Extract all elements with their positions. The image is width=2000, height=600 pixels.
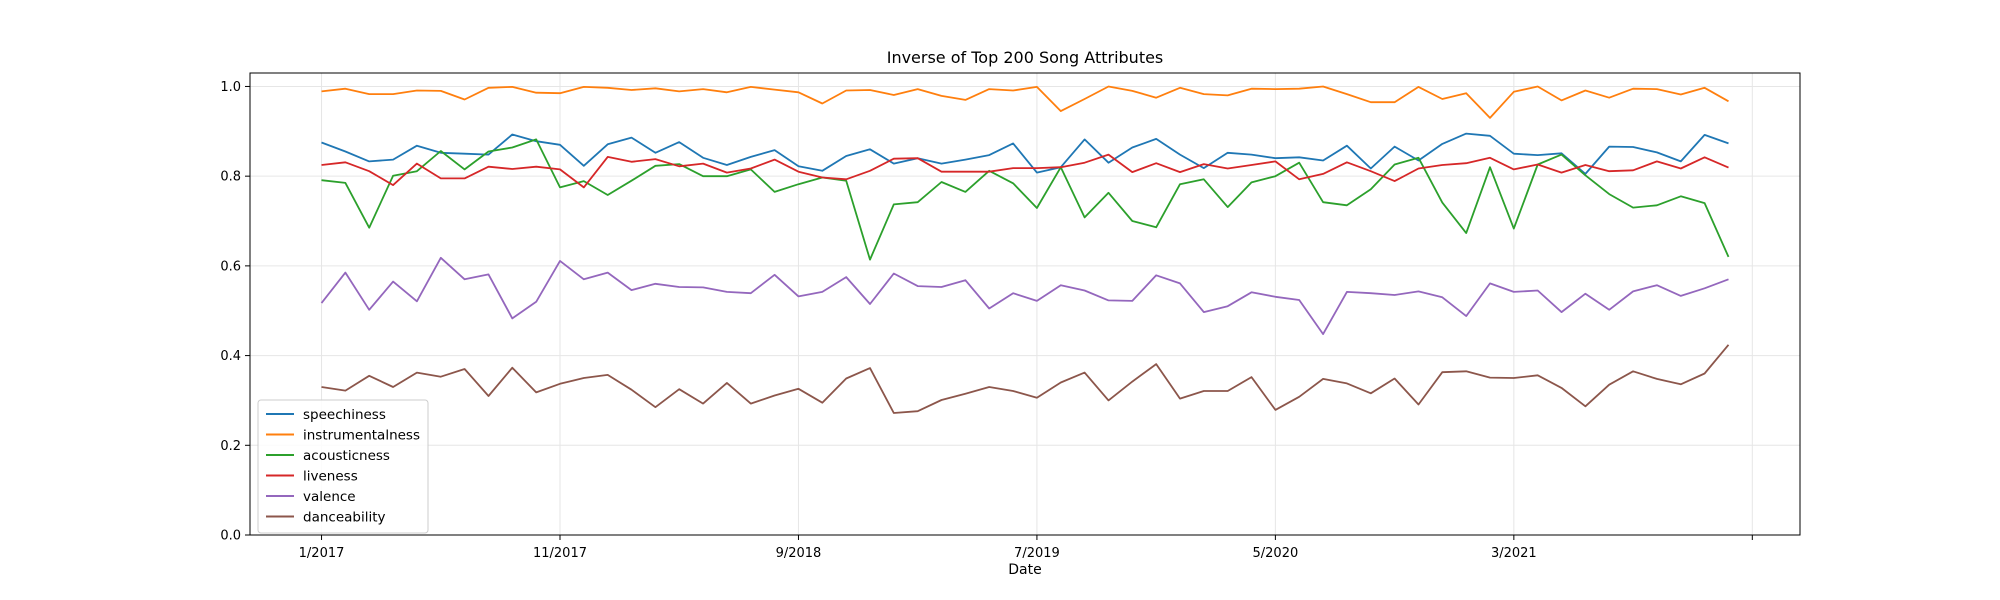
plot-area: [250, 73, 1800, 535]
plot-frame: [249, 72, 1801, 536]
x-axis-label: Date: [1008, 562, 1041, 578]
legend-label-liveness: liveness: [303, 469, 358, 485]
x-tick-label: 9/2018: [776, 546, 822, 561]
x-tick-label: 7/2019: [1014, 546, 1060, 561]
y-tick-label: 0.0: [220, 529, 241, 544]
x-tick-label: 1/2017: [299, 546, 345, 561]
y-tick-label: 0.8: [220, 170, 241, 185]
x-tick-label: 5/2020: [1253, 546, 1299, 561]
series-line-danceability: [321, 344, 1730, 414]
y-axis: 0.0 0.2 0.4 0.6 0.8 1.0: [220, 80, 250, 544]
grid-lines: [250, 73, 1800, 536]
legend-label-speechiness: speechiness: [303, 407, 386, 423]
legend: speechiness instrumentalness acousticness l…: [257, 399, 429, 534]
legend-label-acousticness: acousticness: [303, 448, 390, 464]
y-tick-label: 1.0: [220, 80, 241, 95]
x-axis: 1/2017 11/2017 9/2018 7/2019 5/2020 3/2021: [299, 535, 1753, 561]
series-line-instrumentalness: [321, 85, 1729, 119]
y-tick-label: 0.2: [220, 439, 241, 454]
legend-label-danceability: danceability: [303, 510, 386, 526]
y-tick-label: 0.6: [220, 259, 241, 274]
series-line-speechiness: [321, 132, 1729, 175]
series-layer: [320, 85, 1730, 414]
legend-label-instrumentalness: instrumentalness: [303, 428, 420, 444]
series-line-valence: [320, 256, 1729, 336]
series-line-acousticness: [321, 138, 1730, 261]
y-tick-label: 0.4: [220, 349, 241, 364]
series-line-liveness: [321, 153, 1729, 189]
x-tick-label: 3/2021: [1491, 546, 1537, 561]
chart-title: Inverse of Top 200 Song Attributes: [887, 48, 1164, 67]
legend-box: [257, 399, 429, 534]
legend-label-valence: valence: [303, 489, 356, 505]
x-tick-label: 11/2017: [533, 546, 587, 561]
